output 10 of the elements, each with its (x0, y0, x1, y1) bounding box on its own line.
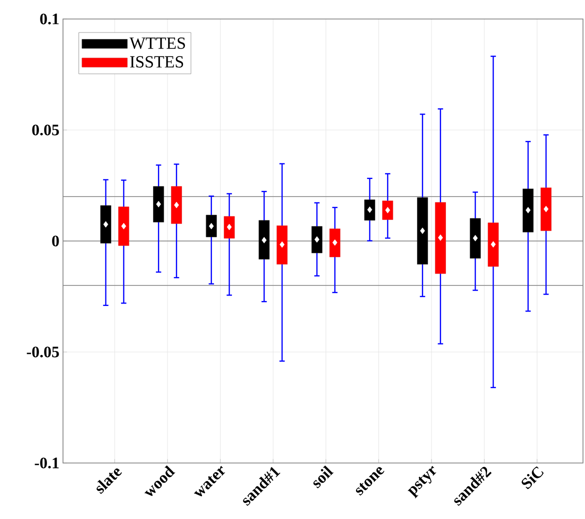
y-tick-label: 0.1 (40, 14, 59, 24)
legend-label: ISSTES (130, 56, 184, 68)
y-tick-label: 0.05 (32, 124, 59, 136)
x-tick-label: soil (313, 465, 334, 488)
y-tick-label: 0 (52, 236, 59, 246)
y-tick-label: -0.05 (26, 346, 59, 358)
y-tick-label: -0.1 (34, 458, 59, 468)
x-tick-label: slate (96, 468, 122, 494)
legend-label: WTTES (130, 37, 185, 49)
x-tick-label: SiC (522, 466, 544, 490)
